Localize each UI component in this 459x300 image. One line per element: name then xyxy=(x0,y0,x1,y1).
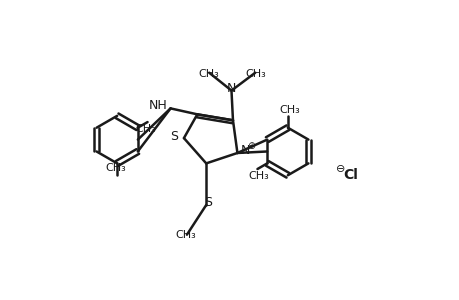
Text: ⊕: ⊕ xyxy=(246,141,255,152)
Text: CH₃: CH₃ xyxy=(244,69,265,79)
Text: ⊖: ⊖ xyxy=(335,164,345,174)
Text: S: S xyxy=(170,130,178,143)
Text: N: N xyxy=(241,143,250,157)
Text: CH₃: CH₃ xyxy=(248,170,269,181)
Text: Cl: Cl xyxy=(342,168,357,182)
Text: CH₃: CH₃ xyxy=(105,163,126,173)
Text: CH₃: CH₃ xyxy=(278,105,299,115)
Text: N: N xyxy=(226,82,235,95)
Text: S: S xyxy=(203,196,211,208)
Text: NH: NH xyxy=(149,99,167,112)
Text: CH₃: CH₃ xyxy=(198,69,219,79)
Text: CH₃: CH₃ xyxy=(175,230,196,240)
Text: CH₃: CH₃ xyxy=(135,124,156,134)
